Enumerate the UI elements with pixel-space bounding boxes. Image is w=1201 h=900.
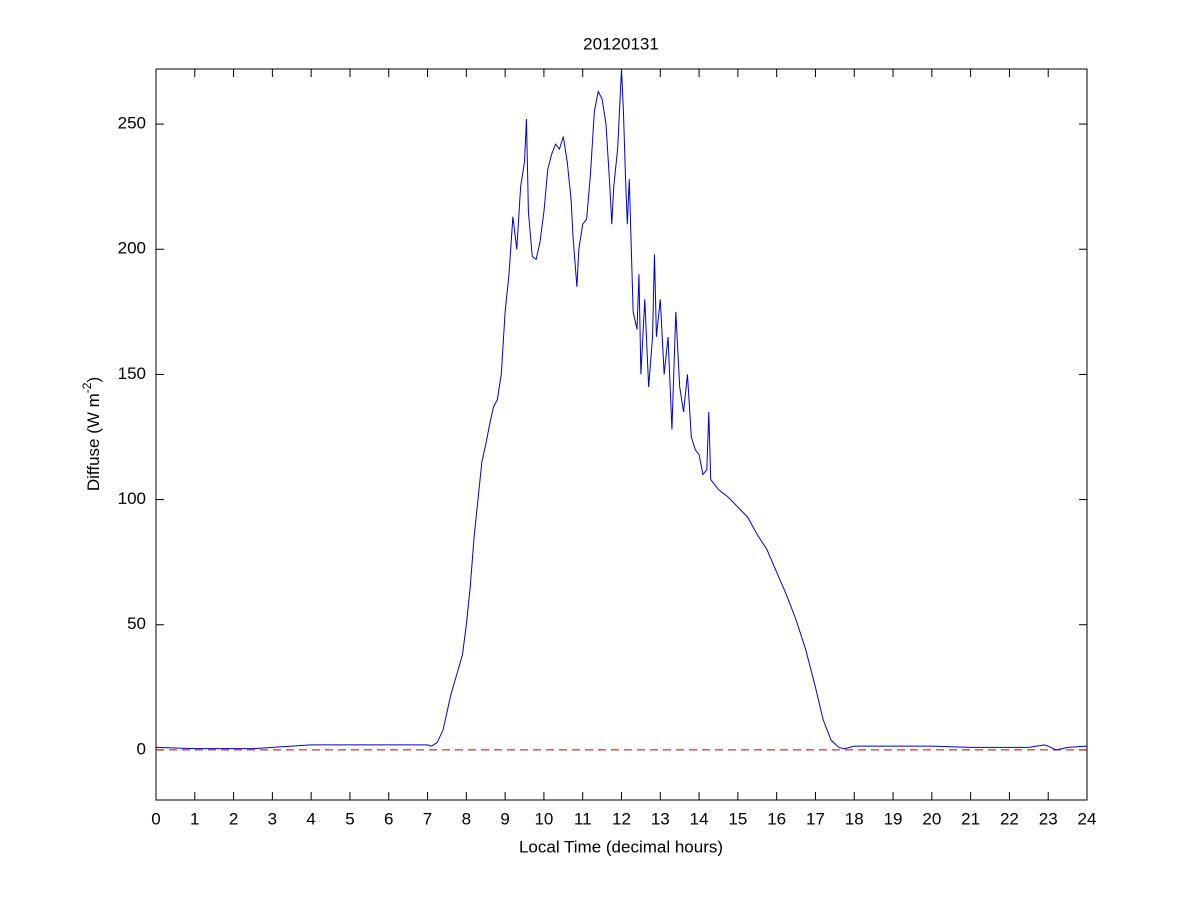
x-tick-label: 18 (845, 809, 864, 828)
plot-frame (155, 68, 1088, 801)
x-tick-label: 0 (151, 809, 160, 828)
y-axis-label-suffix: ) (84, 377, 103, 383)
x-tick-label: 3 (268, 809, 277, 828)
x-tick-label: 13 (651, 809, 670, 828)
x-tick-label: 8 (462, 809, 471, 828)
x-tick-label: 6 (384, 809, 393, 828)
y-tick-label: 200 (118, 239, 146, 258)
x-tick-label: 24 (1078, 809, 1097, 828)
x-tick-label: 15 (728, 809, 747, 828)
y-axis-label-text: Diffuse (W m (84, 393, 103, 491)
y-tick-label: 150 (118, 364, 146, 383)
x-tick-label: 7 (423, 809, 432, 828)
y-tick-label: 0 (137, 739, 146, 758)
x-tick-label: 17 (806, 809, 825, 828)
x-tick-label: 23 (1039, 809, 1058, 828)
y-tick-label: 250 (118, 114, 146, 133)
x-tick-label: 10 (534, 809, 553, 828)
x-tick-label: 5 (345, 809, 354, 828)
x-tick-label: 21 (961, 809, 980, 828)
x-tick-label: 16 (767, 809, 786, 828)
x-tick-label: 22 (1000, 809, 1019, 828)
x-tick-label: 2 (229, 809, 238, 828)
x-tick-label: 12 (612, 809, 631, 828)
y-tick-label: 50 (127, 614, 146, 633)
x-tick-label: 20 (922, 809, 941, 828)
data-line (155, 68, 1088, 751)
x-tick-label: 9 (500, 809, 509, 828)
y-tick-label: 100 (118, 489, 146, 508)
x-axis-label: Local Time (decimal hours) (519, 837, 723, 856)
x-tick-label: 19 (884, 809, 903, 828)
y-axis-label: Diffuse (W m-2) (80, 377, 103, 491)
x-tick-label: 14 (690, 809, 709, 828)
x-tick-label: 1 (190, 809, 199, 828)
y-axis-label-superscript: -2 (80, 382, 94, 393)
x-tick-label: 4 (306, 809, 315, 828)
chart-title: 20120131 (583, 34, 659, 53)
x-tick-label: 11 (574, 809, 592, 828)
